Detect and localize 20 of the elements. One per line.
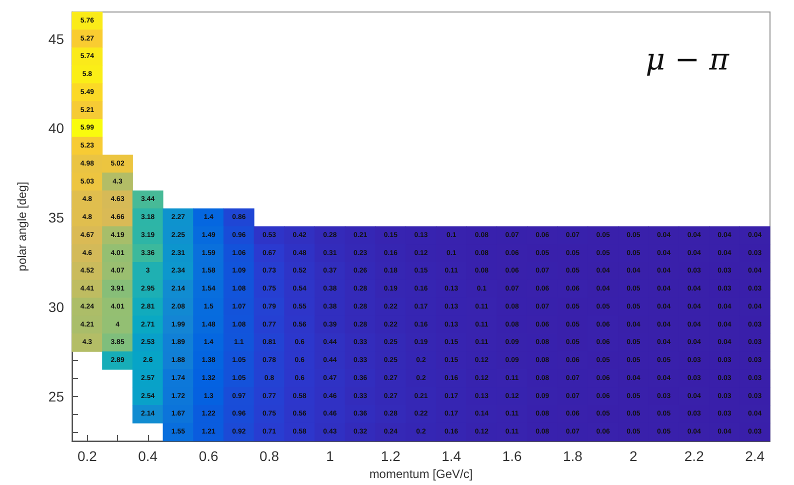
x-tick-label: 0.4	[138, 448, 158, 464]
text: μ − π	[646, 42, 730, 78]
x-tick-label: 1	[326, 448, 334, 464]
y-tick-label: 40	[48, 120, 64, 136]
x-tick-label: 1.6	[502, 448, 522, 464]
x-tick-label: 1.2	[380, 448, 401, 464]
y-tick-label: 45	[48, 30, 64, 47]
x-tick-label: 2.2	[684, 448, 704, 464]
x-axis-title: momentum [GeV/c]	[369, 466, 473, 481]
y-tick-label: 35	[48, 210, 64, 226]
x-tick-label: 2	[630, 448, 638, 464]
x-tick-label: 1.8	[563, 448, 583, 464]
x-tick-label: 0.8	[260, 448, 280, 464]
x-tick-label: 0.6	[198, 448, 219, 464]
y-tick-label: 25	[48, 388, 64, 404]
y-tick-label: 30	[48, 298, 64, 315]
x-tick-label: 1.4	[442, 448, 462, 464]
x-tick-label: 0.2	[77, 448, 98, 464]
y-axis-title: polar angle [deg]	[15, 182, 29, 272]
x-tick-label: 2.4	[745, 448, 765, 464]
